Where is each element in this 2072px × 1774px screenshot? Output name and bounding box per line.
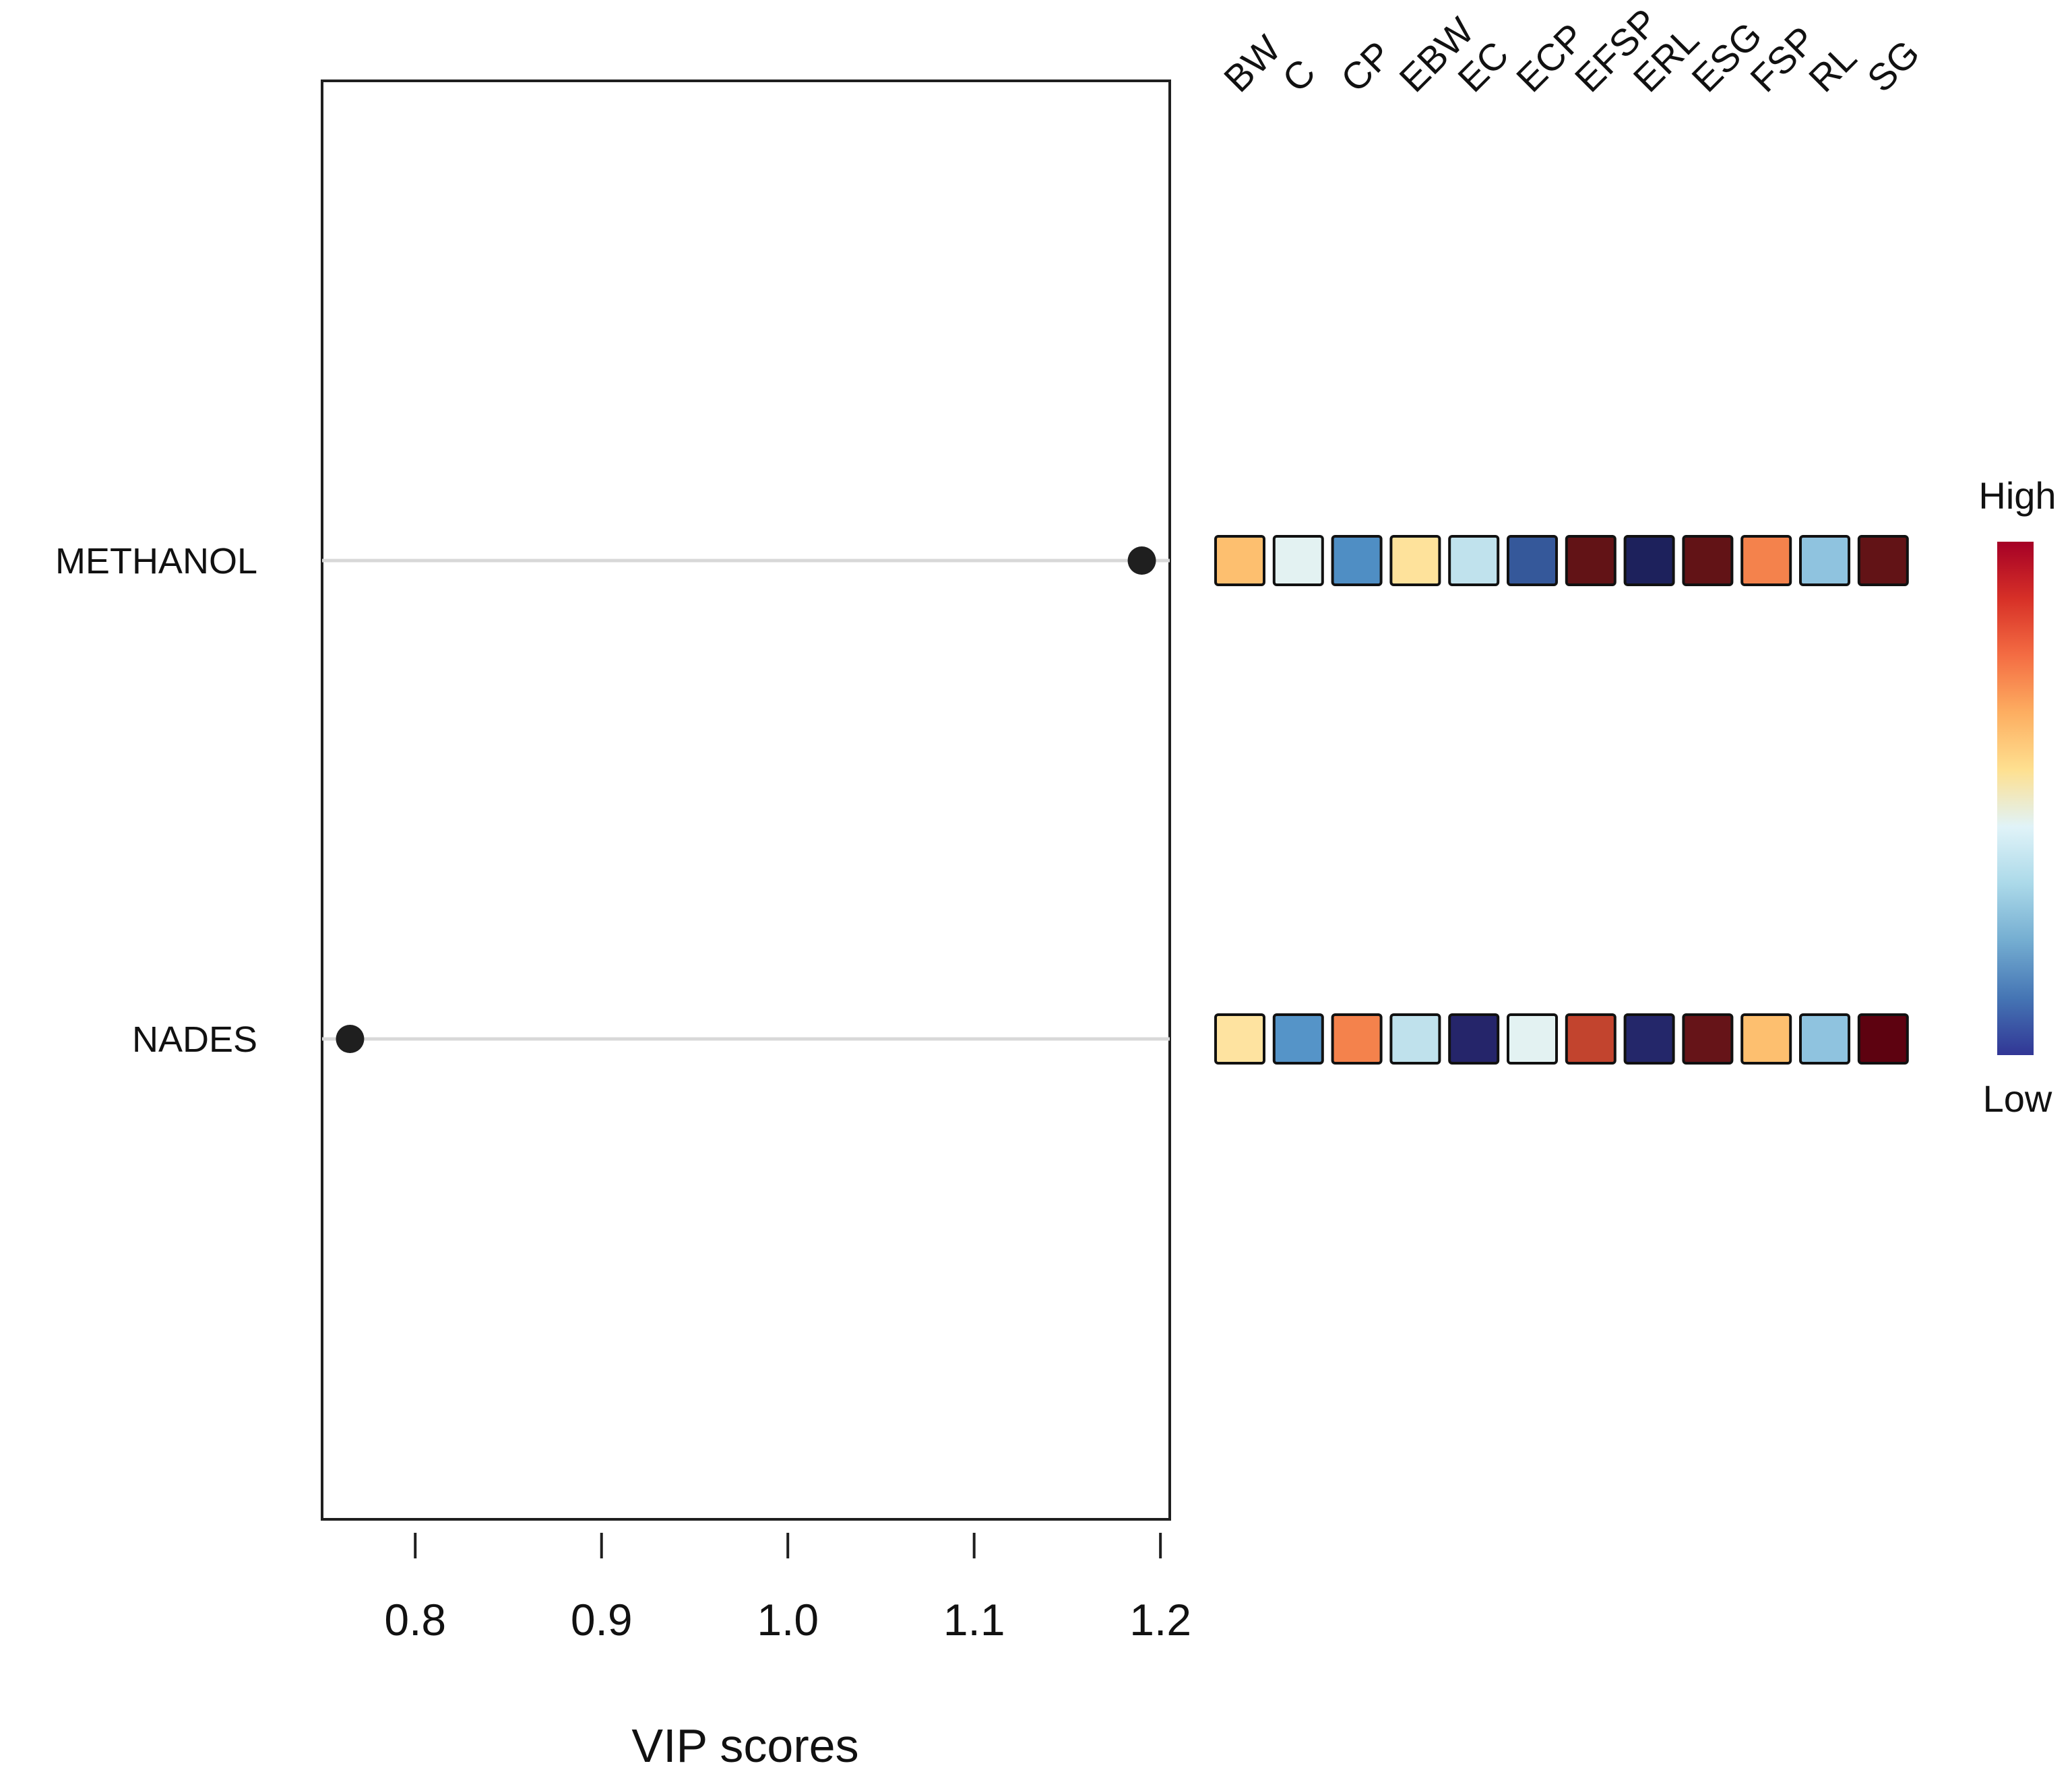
x-axis-title: VIP scores — [631, 1719, 858, 1772]
x-tick-label: 1.0 — [757, 1595, 819, 1645]
heatmap-cell — [1857, 535, 1909, 586]
row-label: METHANOL — [55, 541, 257, 581]
heatmap-cell — [1799, 535, 1850, 586]
heatmap-cell — [1507, 1013, 1558, 1065]
x-tick-label: 0.8 — [384, 1595, 446, 1645]
legend-gradient-bar — [1997, 542, 2034, 1055]
heatmap-cell — [1448, 535, 1500, 586]
row-segments — [322, 559, 1170, 1041]
heatmap-cell — [1565, 535, 1616, 586]
vip-point — [336, 1025, 365, 1053]
row-label: NADES — [132, 1019, 257, 1060]
heatmap-cell — [1214, 1013, 1265, 1065]
data-points — [336, 546, 1156, 1053]
heatmap-cell — [1448, 1013, 1500, 1065]
color-legend: High Low — [1978, 474, 2056, 1120]
heatmap-cell — [1507, 535, 1558, 586]
heatmap-cell — [1740, 535, 1792, 586]
heatmap-cell — [1740, 1013, 1792, 1065]
heatmap-variable-label: BW — [1216, 27, 1288, 100]
heatmap-cell — [1857, 1013, 1909, 1065]
heatmap-cell — [1565, 1013, 1616, 1065]
x-axis: 0.8 0.9 1.0 1.1 1.2 — [384, 1533, 1191, 1645]
x-tick-label: 1.1 — [943, 1595, 1005, 1645]
heatmap-cell — [1214, 535, 1265, 586]
heatmap-cell — [1623, 535, 1675, 586]
heatmap-cell — [1272, 1013, 1324, 1065]
heatmap-cell — [1799, 1013, 1850, 1065]
plot-panel — [321, 80, 1171, 1521]
legend-high-label: High — [1978, 474, 2056, 517]
heatmap-cell — [1331, 1013, 1383, 1065]
heatmap-cell — [1389, 1013, 1441, 1065]
heatmap-cell — [1331, 535, 1383, 586]
heatmap-cell — [1623, 1013, 1675, 1065]
vip-point — [1127, 546, 1156, 575]
legend-low-label: Low — [1983, 1077, 2052, 1120]
heatmap-cell — [1389, 535, 1441, 586]
heatmap-variable-label: CP — [1333, 33, 1400, 100]
heatmap-variable-label: SG — [1859, 32, 1928, 100]
heatmap-cell — [1682, 1013, 1734, 1065]
x-tick-label: 0.9 — [571, 1595, 633, 1645]
row-labels: METHANOL NADES — [55, 541, 257, 1060]
heatmap-cell — [1272, 535, 1324, 586]
heatmap-cells — [1214, 535, 1909, 1065]
x-tick-label: 1.2 — [1129, 1595, 1191, 1645]
heatmap-cell — [1682, 535, 1734, 586]
